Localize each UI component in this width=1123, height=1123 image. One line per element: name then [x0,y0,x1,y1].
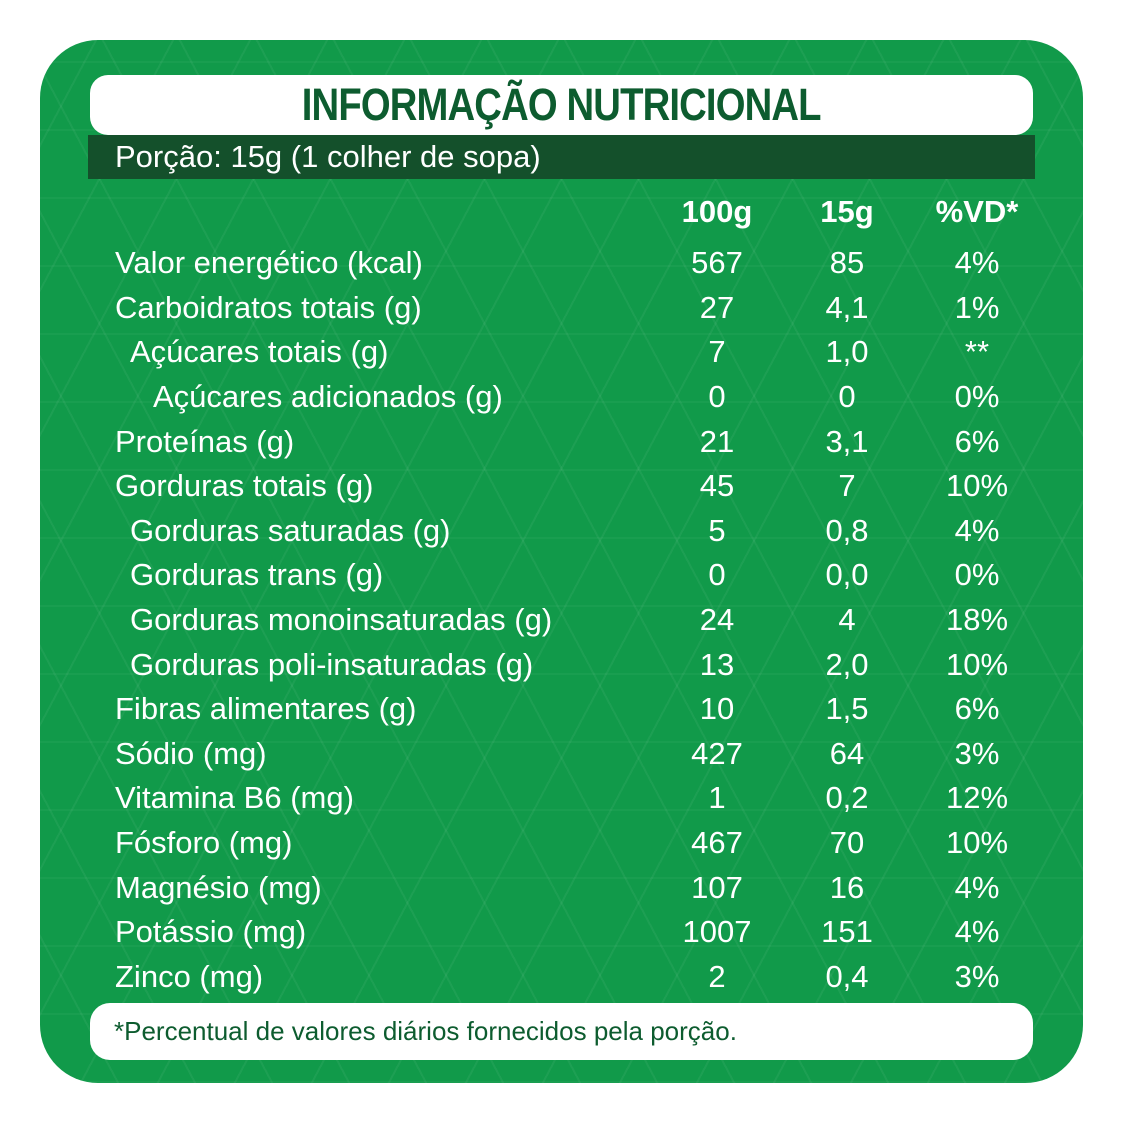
row-value-vd: 3% [954,958,1000,994]
column-headers-row: 100g 15g %VD* [40,190,1083,234]
row-value-15g: 7 [838,468,856,504]
row-value-15g: 70 [829,825,865,861]
table-row: Fibras alimentares (g) 10 1,5 6% [40,687,1083,732]
row-label: Sódio (mg) [115,735,267,771]
table-row: Gorduras monoinsaturadas (g) 24 4 18% [40,598,1083,643]
table-row: Açúcares totais (g) 7 1,0 ** [40,330,1083,375]
row-value-15g: 0,2 [825,780,869,816]
row-value-100g: 13 [699,646,735,682]
row-label: Zinco (mg) [115,958,264,994]
row-value-vd: 18% [945,602,1009,638]
row-value-vd: 10% [945,646,1009,682]
table-row: Valor energético (kcal) 567 85 4% [40,241,1083,286]
row-value-15g: 4,1 [825,289,869,325]
row-value-15g: 16 [829,869,865,905]
row-value-100g: 5 [708,512,726,548]
row-value-100g: 1 [708,780,726,816]
column-header-100g: 100g [681,194,753,229]
row-value-vd: 6% [954,691,1000,727]
table-row: Gorduras poli-insaturadas (g) 13 2,0 10% [40,642,1083,687]
row-value-vd: ** [964,334,990,370]
row-value-15g: 85 [829,245,865,281]
row-value-100g: 10 [699,691,735,727]
row-label: Potássio (mg) [115,914,307,950]
row-value-100g: 2 [708,958,726,994]
row-value-vd: 10% [945,468,1009,504]
row-value-100g: 24 [699,602,735,638]
row-value-vd: 4% [954,512,1000,548]
footnote-text: *Percentual de valores diários fornecido… [114,1016,737,1046]
row-value-100g: 45 [699,468,735,504]
table-row: Potássio (mg) 1007 151 4% [40,910,1083,955]
page-title: INFORMAÇÃO NUTRICIONAL [302,79,822,130]
table-row: Vitamina B6 (mg) 1 0,2 12% [40,776,1083,821]
row-value-vd: 4% [954,245,1000,281]
row-value-100g: 0 [708,379,726,415]
serving-size-bar: Porção: 15g (1 colher de sopa) [88,135,1035,179]
row-value-100g: 467 [691,825,743,861]
row-value-vd: 0% [954,557,1000,593]
row-value-vd: 1% [954,289,1000,325]
table-row: Gorduras saturadas (g) 5 0,8 4% [40,509,1083,554]
row-value-100g: 27 [699,289,735,325]
row-value-vd: 3% [954,735,1000,771]
row-label: Valor energético (kcal) [115,245,423,281]
row-label: Gorduras monoinsaturadas (g) [130,602,553,638]
row-value-15g: 2,0 [825,646,869,682]
row-label: Vitamina B6 (mg) [115,780,354,816]
table-row: Sódio (mg) 427 64 3% [40,732,1083,777]
row-label: Gorduras saturadas (g) [130,512,451,548]
table-row: Fósforo (mg) 467 70 10% [40,821,1083,866]
serving-size-text: Porção: 15g (1 colher de sopa) [115,139,541,174]
row-value-100g: 1007 [682,914,752,950]
row-value-15g: 64 [829,735,865,771]
row-value-vd: 4% [954,869,1000,905]
row-value-vd: 0% [954,379,1000,415]
table-row: Carboidratos totais (g) 27 4,1 1% [40,286,1083,331]
title-bar: INFORMAÇÃO NUTRICIONAL [90,75,1033,135]
row-label: Fibras alimentares (g) [115,691,417,727]
row-label: Fósforo (mg) [115,825,293,861]
row-value-100g: 427 [691,735,743,771]
row-value-15g: 0 [838,379,856,415]
row-value-15g: 1,5 [825,691,869,727]
row-value-vd: 6% [954,423,1000,459]
row-value-vd: 10% [945,825,1009,861]
row-value-100g: 21 [699,423,735,459]
row-label: Açúcares totais (g) [130,334,389,370]
row-value-15g: 4 [838,602,856,638]
row-value-15g: 0,4 [825,958,869,994]
row-label: Gorduras trans (g) [130,557,384,593]
table-row: Proteínas (g) 21 3,1 6% [40,419,1083,464]
footnote-bar: *Percentual de valores diários fornecido… [90,1003,1033,1060]
rows: Valor energético (kcal) 567 85 4% Carboi… [40,241,1083,999]
table-row: Gorduras totais (g) 45 7 10% [40,464,1083,509]
row-value-15g: 0,8 [825,512,869,548]
row-value-100g: 7 [708,334,726,370]
row-value-15g: 1,0 [825,334,869,370]
row-value-vd: 4% [954,914,1000,950]
row-label: Açúcares adicionados (g) [153,379,503,415]
row-value-100g: 567 [691,245,743,281]
column-header-vd: %VD* [935,194,1019,229]
row-value-100g: 107 [691,869,743,905]
row-value-15g: 151 [821,914,873,950]
row-value-15g: 0,0 [825,557,869,593]
nutrition-label-card: INFORMAÇÃO NUTRICIONAL Porção: 15g (1 co… [40,40,1083,1083]
column-header-15g: 15g [820,194,874,229]
table-row: Açúcares adicionados (g) 0 0 0% [40,375,1083,420]
table-row: Gorduras trans (g) 0 0,0 0% [40,553,1083,598]
table-row: Zinco (mg) 2 0,4 3% [40,955,1083,1000]
table-row: Magnésio (mg) 107 16 4% [40,865,1083,910]
row-label: Carboidratos totais (g) [115,289,422,325]
row-label: Gorduras totais (g) [115,468,374,504]
row-label: Proteínas (g) [115,423,295,459]
row-value-vd: 12% [945,780,1009,816]
row-value-15g: 3,1 [825,423,869,459]
row-value-100g: 0 [708,557,726,593]
row-label: Magnésio (mg) [115,869,322,905]
row-label: Gorduras poli-insaturadas (g) [130,646,534,682]
